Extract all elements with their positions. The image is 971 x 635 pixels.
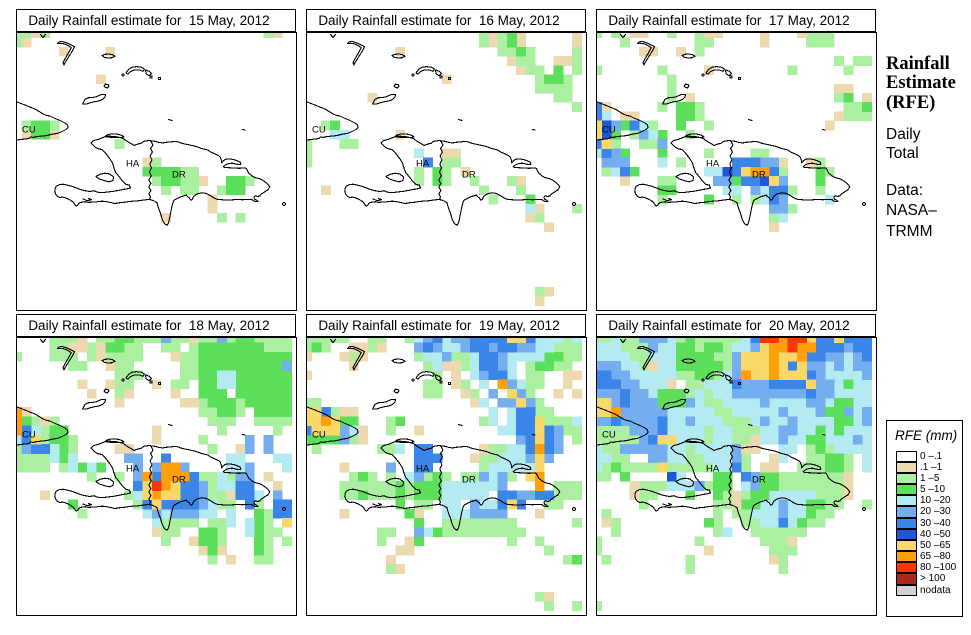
svg-text:CU: CU [312,430,326,441]
svg-text:HA: HA [126,464,140,475]
svg-text:DR: DR [172,475,186,486]
svg-text:HA: HA [706,464,720,475]
svg-text:DR: DR [752,475,766,486]
svg-text:CU: CU [602,430,616,441]
svg-text:CU: CU [312,125,326,136]
svg-text:DR: DR [462,475,476,486]
svg-text:CU: CU [22,125,36,136]
svg-text:DR: DR [462,170,476,181]
svg-text:CU: CU [602,125,616,136]
svg-text:HA: HA [706,159,720,170]
svg-text:DR: DR [752,170,766,181]
svg-text:HA: HA [416,464,430,475]
svg-text:HA: HA [416,159,430,170]
svg-text:HA: HA [126,159,140,170]
svg-text:DR: DR [172,170,186,181]
svg-text:CU: CU [22,430,36,441]
